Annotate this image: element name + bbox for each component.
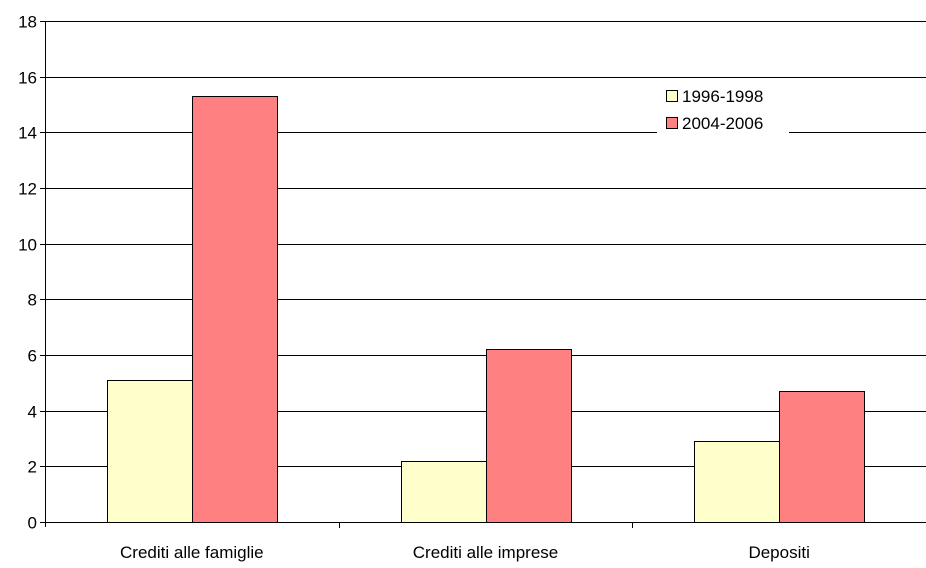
x-tick-label: Crediti alle famiglie xyxy=(120,543,264,562)
bar-2004-2006-2 xyxy=(779,391,865,523)
y-tick-label: 14 xyxy=(18,124,37,143)
y-tick-label: 12 xyxy=(18,180,37,199)
y-tick-label: 8 xyxy=(28,291,37,310)
x-tick-label: Depositi xyxy=(748,543,809,562)
bar-1996-1998-2 xyxy=(694,441,780,523)
legend-label: 1996-1998 xyxy=(682,87,763,106)
y-tick-label: 0 xyxy=(28,514,37,533)
bar-2004-2006-1 xyxy=(486,349,572,523)
y-tick-label: 2 xyxy=(28,458,37,477)
bar-1996-1998-1 xyxy=(401,461,487,523)
legend-box xyxy=(657,78,789,134)
y-tick-label: 6 xyxy=(28,347,37,366)
bar-1996-1998-0 xyxy=(107,380,193,523)
legend: 1996-1998 2004-2006 xyxy=(657,78,789,134)
bars xyxy=(107,96,865,523)
y-tick-label: 4 xyxy=(28,403,37,422)
legend-swatch xyxy=(666,117,678,129)
y-tick-label: 10 xyxy=(18,236,37,255)
y-tick-label: 16 xyxy=(18,69,37,88)
legend-label: 2004-2006 xyxy=(682,114,763,133)
bar-2004-2006-0 xyxy=(192,96,278,523)
tick-labels: 0 2 4 6 8 10 12 14 16 18 Crediti alle famiglie Cred… xyxy=(18,13,810,563)
y-tick-label: 18 xyxy=(18,13,37,32)
legend-swatch xyxy=(666,90,678,102)
x-tick-label: Crediti alle imprese xyxy=(413,543,559,562)
